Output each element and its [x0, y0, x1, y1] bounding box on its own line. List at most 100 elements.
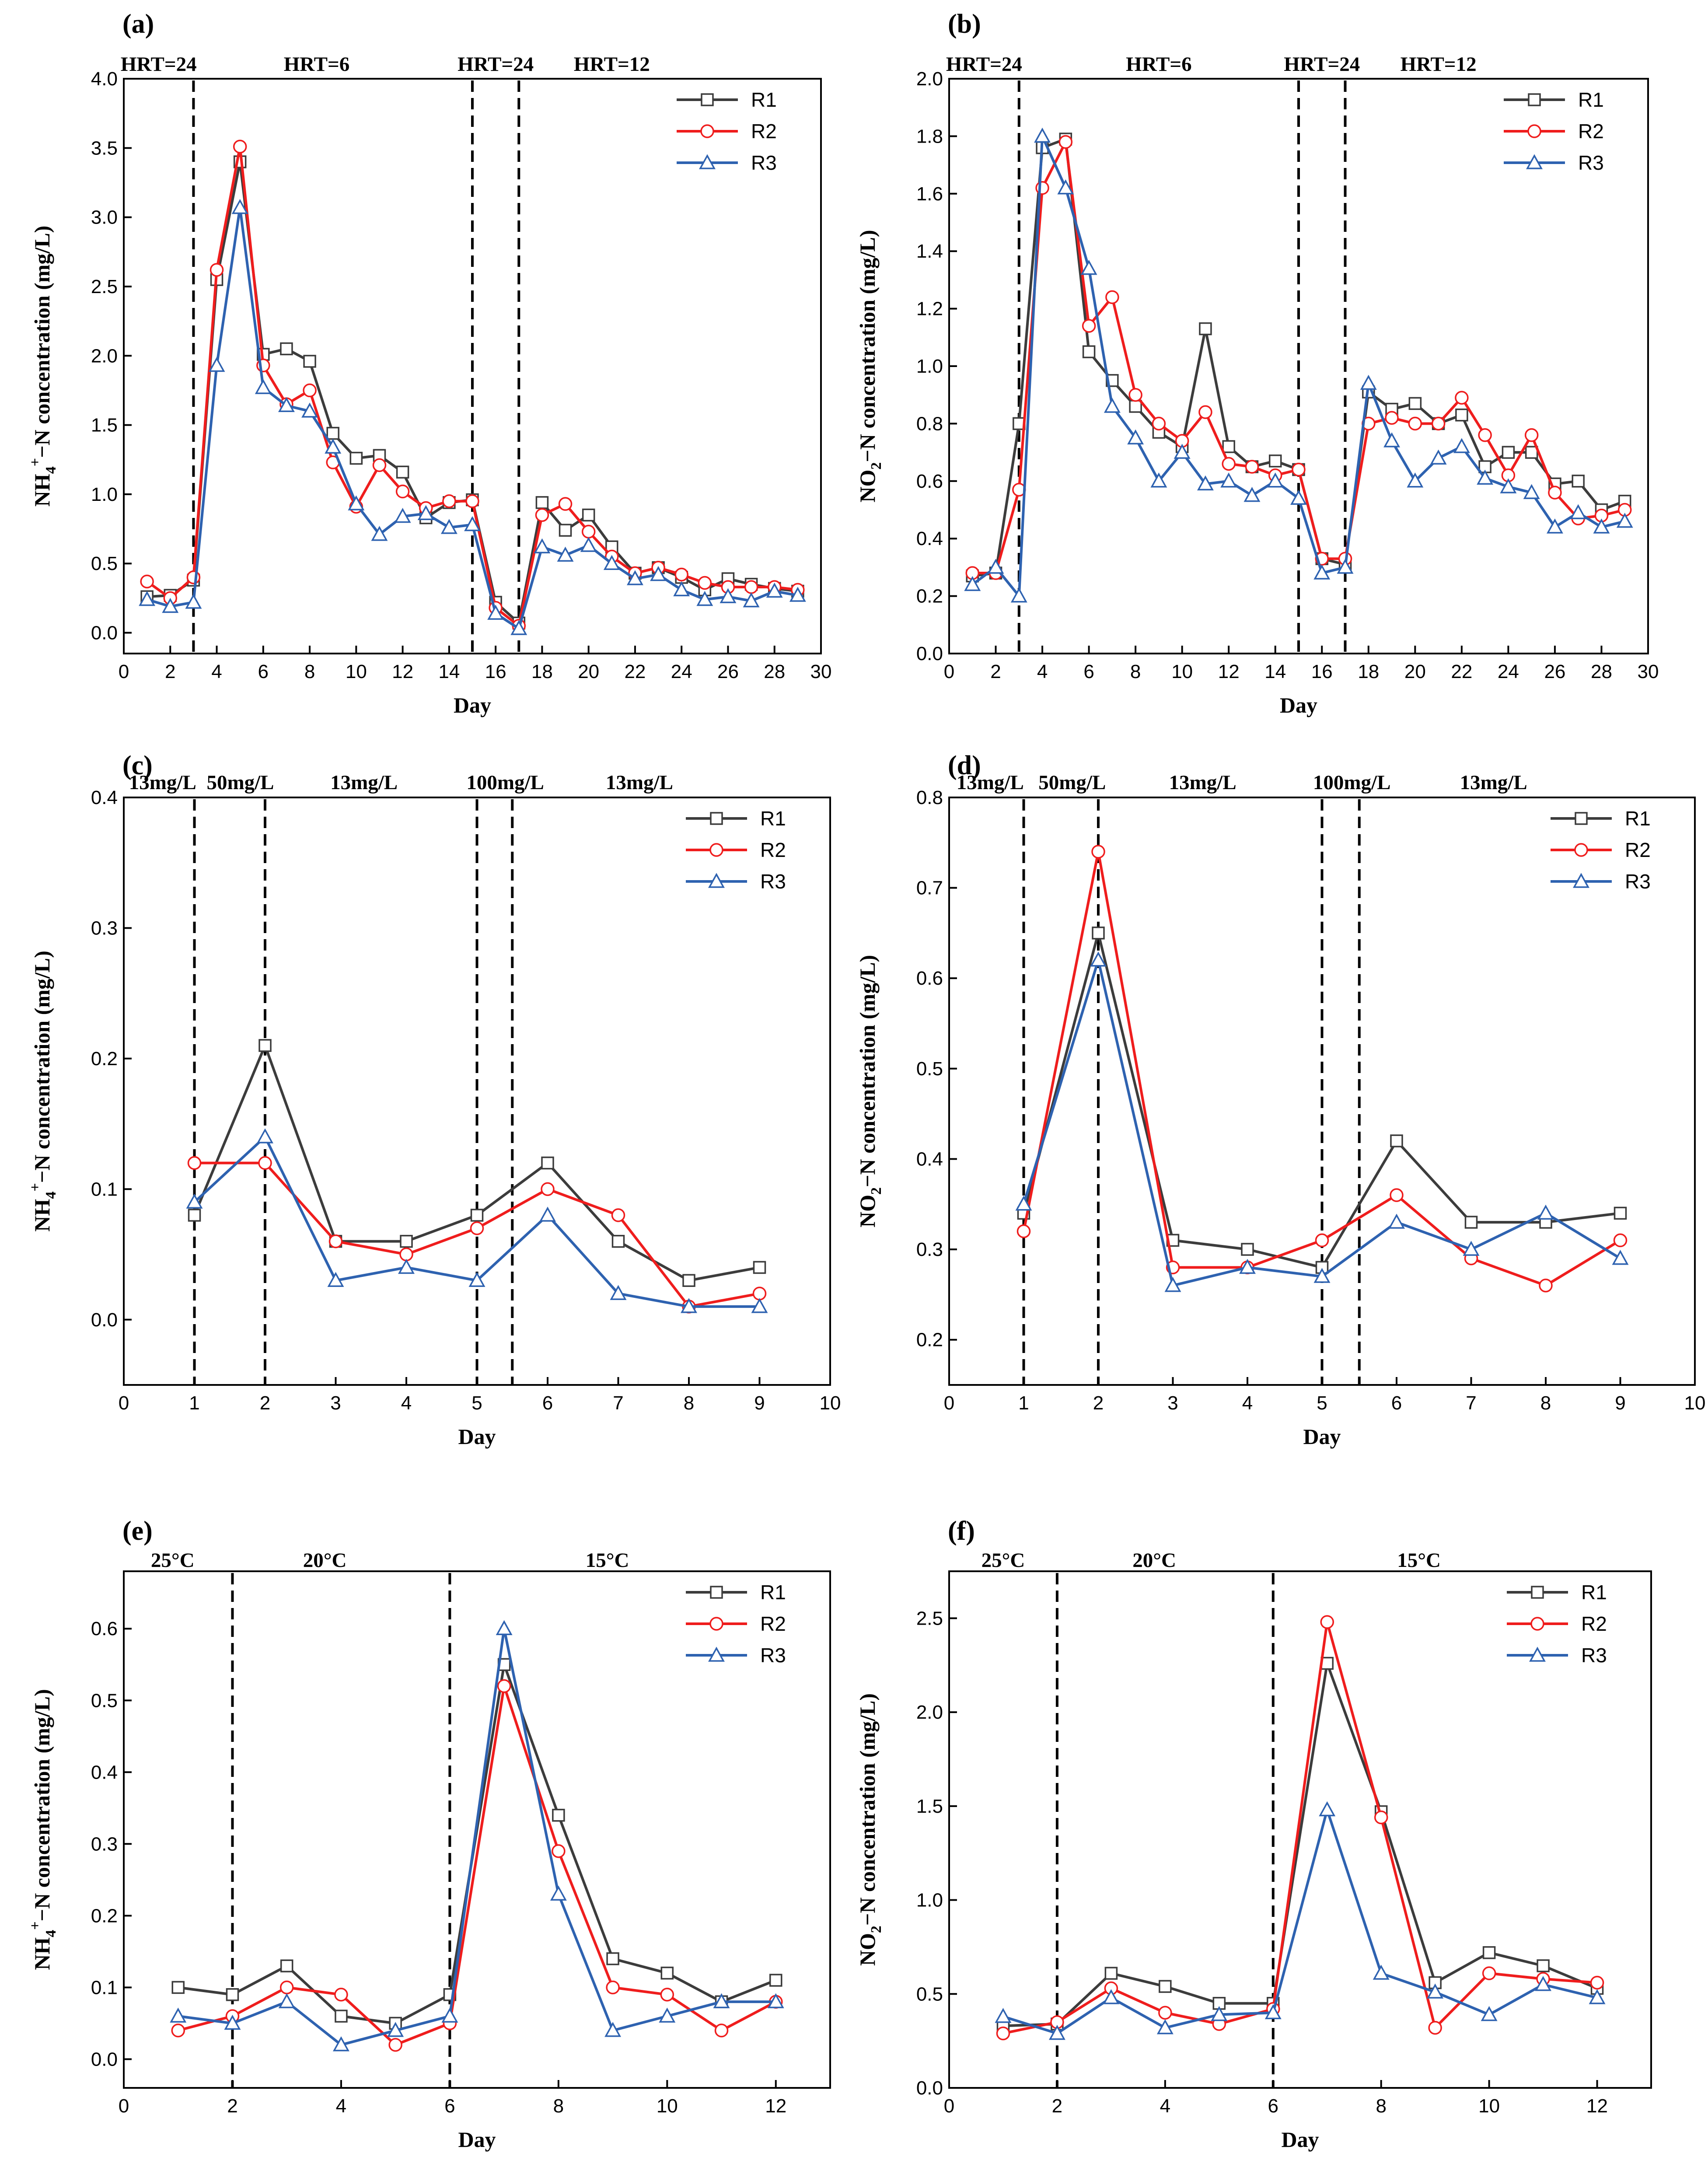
data-point-R3 — [1080, 259, 1097, 275]
data-point-R3 — [417, 505, 434, 520]
data-point-R2 — [1431, 416, 1446, 431]
data-point-R3 — [231, 199, 248, 214]
phase-label: 13mg/L — [957, 771, 1024, 794]
data-point-R2 — [1374, 1810, 1388, 1825]
x-tick-label: 26 — [1544, 661, 1565, 682]
y-tick-label: 0.8 — [916, 787, 943, 808]
data-point-R3 — [185, 594, 202, 609]
legend-label-R1: R1 — [751, 88, 777, 111]
data-point-R3 — [1048, 2024, 1065, 2040]
data-point-R1 — [1082, 345, 1096, 358]
data-point-R1 — [226, 1988, 239, 2001]
series-R3 — [995, 1801, 1606, 2040]
x-tick-label: 0 — [119, 661, 129, 682]
x-tick-label: 2 — [165, 661, 175, 682]
x-tick-label: 12 — [765, 2095, 786, 2117]
y-tick-label: 0.0 — [916, 2077, 943, 2099]
data-point-R1 — [582, 508, 595, 522]
data-point-R3 — [603, 555, 620, 570]
phase-label: 50mg/L — [1038, 771, 1106, 794]
panel-label: (b) — [948, 9, 981, 39]
data-point-R3 — [1197, 475, 1214, 491]
data-point-R1 — [1222, 440, 1235, 453]
x-axis-title: Day — [1303, 1424, 1341, 1449]
series-line-R3 — [178, 1627, 776, 2046]
series-R2 — [965, 135, 1632, 580]
plot-frame — [123, 1570, 831, 2089]
legend-marker-R1 — [1531, 1586, 1544, 1599]
legend-label-R1: R1 — [1578, 88, 1604, 111]
data-point-R3 — [696, 591, 713, 606]
x-tick-label: 2 — [1052, 2095, 1062, 2117]
data-point-R3 — [398, 1259, 415, 1274]
data-point-R1 — [1502, 446, 1515, 459]
data-point-R3 — [510, 620, 527, 635]
y-tick-label: 0.2 — [91, 1048, 118, 1070]
data-point-R3 — [387, 2022, 404, 2037]
data-point-R1 — [1390, 1134, 1403, 1147]
x-tick-label: 8 — [553, 2095, 564, 2117]
legend-label-R1: R1 — [760, 1581, 786, 1604]
data-point-R3 — [681, 1298, 697, 1313]
y-tick-label: 0.0 — [91, 2049, 118, 2070]
x-tick-label: 6 — [258, 661, 269, 682]
legend-label-R3: R3 — [1581, 1644, 1607, 1667]
x-tick-label: 20 — [578, 661, 599, 682]
data-point-R2 — [1105, 290, 1119, 304]
data-point-R3 — [1535, 1976, 1552, 1991]
data-point-R3 — [257, 1128, 273, 1143]
series-R1 — [966, 133, 1631, 583]
y-tick-label: 1.5 — [91, 415, 118, 436]
y-tick-label: 0.5 — [91, 553, 118, 574]
x-tick-label: 0 — [944, 661, 954, 682]
data-point-R1 — [335, 2010, 348, 2023]
data-point-R1 — [1455, 408, 1468, 422]
data-point-R3 — [1090, 951, 1107, 967]
data-point-R3 — [1103, 1989, 1120, 2004]
data-point-R2 — [1455, 391, 1469, 405]
x-axis-title: Day — [458, 1424, 496, 1449]
legend-marker-R3 — [708, 1647, 725, 1662]
chart-panel-b: 0 2 4 6 8 10 12 14 16 18 20 22 24 26 28 300.00.20.40.60… — [855, 9, 1659, 717]
series-line-R2 — [1002, 1620, 1597, 2035]
data-point-R3 — [1360, 374, 1377, 390]
data-point-R2 — [1428, 2021, 1442, 2035]
legend-marker-R1 — [710, 812, 723, 825]
phase-label: 50mg/L — [206, 771, 274, 794]
data-point-R3 — [626, 570, 643, 585]
x-axis-title: Day — [1281, 2127, 1319, 2152]
phase-label: HRT=24 — [458, 53, 534, 76]
data-point-R1 — [660, 1966, 674, 1980]
data-point-R2 — [1524, 428, 1539, 442]
data-point-R3 — [964, 576, 981, 591]
legend-label-R1: R1 — [760, 807, 786, 830]
data-point-R3 — [170, 2007, 187, 2023]
plot-frame — [948, 1570, 1652, 2089]
data-point-R1 — [1572, 475, 1585, 488]
y-tick-label: 0.3 — [916, 1239, 943, 1260]
y-tick-label: 2.0 — [916, 1702, 943, 1723]
data-point-R3 — [604, 2022, 622, 2037]
data-point-R2 — [334, 1988, 348, 2002]
x-tick-label: 10 — [1171, 661, 1193, 682]
data-point-R2 — [558, 497, 573, 511]
data-point-R3 — [995, 2008, 1012, 2023]
data-point-R2 — [996, 2026, 1010, 2041]
legend-marker-R2 — [1574, 843, 1588, 857]
data-point-R1 — [606, 1952, 619, 1965]
data-point-R1 — [1525, 446, 1538, 459]
data-point-R2 — [1152, 416, 1166, 431]
data-point-R2 — [1590, 1975, 1604, 1990]
data-point-R1 — [1614, 1206, 1627, 1220]
data-point-R3 — [1211, 2006, 1228, 2021]
x-tick-label: 24 — [1498, 661, 1519, 682]
data-point-R2 — [1292, 462, 1306, 477]
x-tick-label: 12 — [392, 661, 413, 682]
data-point-R1 — [396, 465, 409, 479]
data-point-R3 — [713, 1993, 730, 2008]
legend-label-R3: R3 — [751, 151, 777, 174]
x-tick-label: 22 — [624, 661, 646, 682]
data-point-R2 — [1548, 486, 1562, 500]
data-point-R2 — [1058, 135, 1073, 149]
